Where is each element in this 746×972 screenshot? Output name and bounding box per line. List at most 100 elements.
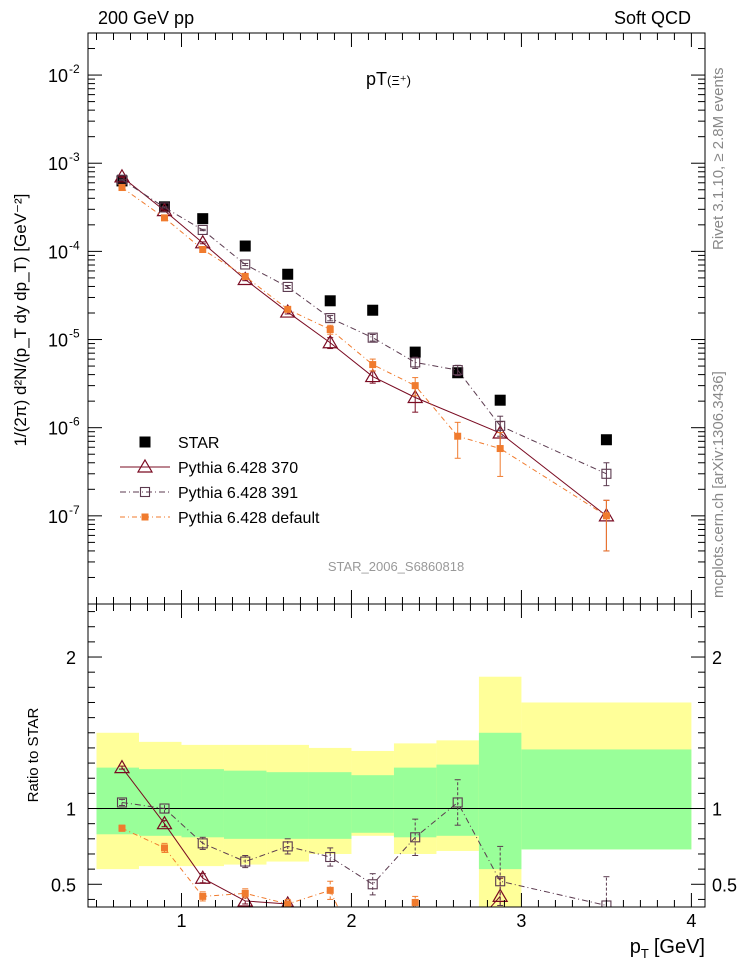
- point-pdef: [284, 305, 292, 313]
- ratio-point-p370: [492, 888, 509, 902]
- ratio-series-pdef: [118, 824, 419, 907]
- ratio-point-pdef: [118, 824, 126, 832]
- point-pdef: [326, 325, 334, 333]
- point-star: [324, 295, 336, 307]
- point-p391: [367, 332, 378, 343]
- point-p391: [325, 313, 336, 324]
- ratio-y-tick-label-right: 0.5: [712, 875, 737, 895]
- point-p391: [410, 357, 421, 368]
- ratio-series-p391: [116, 779, 612, 907]
- ratio-y-tick-label-left: 2: [66, 648, 76, 668]
- ratio-x-tick-label: 2: [346, 911, 356, 931]
- point-p370: [364, 368, 381, 383]
- ratio-point-p391: [367, 879, 378, 890]
- point-pdef: [454, 432, 462, 440]
- point-pdef: [241, 272, 249, 280]
- ratio-point-p391: [452, 797, 463, 808]
- point-star: [282, 268, 294, 280]
- y-tick-label: 10: [48, 507, 68, 527]
- y-tick-label: 10: [48, 154, 68, 174]
- rivet-label: Rivet 3.1.10, ≥ 2.8M events: [710, 68, 727, 251]
- ratio-y-tick-label-left: 0.5: [51, 875, 76, 895]
- point-p370: [113, 168, 131, 183]
- watermark: STAR_2006_S6860818: [328, 559, 464, 574]
- line-p391: [121, 179, 607, 475]
- point-p370: [322, 334, 339, 349]
- main-plot-title: pT(Ξ⁺): [366, 69, 411, 89]
- point-pdef: [118, 184, 126, 192]
- point-pdef: [496, 445, 504, 453]
- series-p391: [116, 174, 612, 487]
- y-tick-label-base: 10: [48, 242, 68, 262]
- mcplots-label: mcplots.cern.ch [arXiv:1306.3436]: [710, 371, 727, 598]
- point-p370: [407, 389, 424, 404]
- point-star: [239, 240, 251, 252]
- main-plot-title-particle: (Ξ⁺): [387, 73, 411, 88]
- y-tick-label-base: 10: [48, 66, 68, 86]
- legend-marker-star: [139, 436, 151, 448]
- point-p391: [282, 281, 293, 292]
- point-star: [494, 394, 506, 406]
- ratio-point-pdef: [241, 889, 249, 897]
- main-plot-data: [113, 168, 615, 552]
- band-green: [351, 775, 394, 833]
- ratio-point-p391: [325, 851, 336, 863]
- ratio-line-pdef: [121, 827, 418, 907]
- y-tick-label-exp: -2: [69, 62, 80, 76]
- main-plot-title-main: pT: [366, 69, 387, 89]
- ratio-point-pdef: [411, 898, 419, 906]
- ratio-point-p391: [495, 876, 506, 887]
- ratio-bands: [96, 676, 692, 907]
- main-plot-ylabel: 1/(2π) d²N/(p_T dy dp_T) [GeV⁻²]: [11, 194, 30, 447]
- ratio-y-tick-label-right: 1: [712, 800, 722, 820]
- line-p370: [121, 176, 607, 517]
- point-p391: [601, 468, 612, 479]
- point-p391: [240, 259, 251, 270]
- point-pdef: [411, 382, 419, 390]
- point-star: [197, 213, 209, 225]
- point-p391: [159, 202, 170, 213]
- header-left: 200 GeV pp: [98, 8, 194, 28]
- ratio-point-pdef: [199, 892, 207, 900]
- ratio-plot-frame: [87, 603, 706, 908]
- ratio-point-pdef: [326, 886, 334, 894]
- ratio-plot-xlabel: pT [GeV]: [630, 936, 705, 961]
- y-tick-label: 10: [48, 331, 68, 351]
- ratio-point-p370: [156, 815, 173, 830]
- y-tick-label: 10: [48, 242, 68, 262]
- y-tick-label-base: 10: [48, 331, 68, 351]
- ratio-plot-axes: 0.5 0.5 1 1 2 2 1 2 3 4: [51, 604, 737, 931]
- legend-label-pdef: Pythia 6.428 default: [178, 510, 320, 527]
- y-tick-label-exp: -3: [69, 150, 80, 164]
- legend-label-p370: Pythia 6.428 370: [178, 460, 298, 477]
- point-star: [116, 175, 128, 187]
- point-p391: [452, 365, 463, 376]
- band-green: [266, 772, 309, 839]
- ratio-y-tick-label-left: 1: [66, 800, 76, 820]
- ratio-point-p391: [282, 841, 293, 852]
- point-pdef: [199, 246, 207, 254]
- point-pdef: [160, 214, 168, 222]
- main-plot-axes: 10-710-610-510-410-310-2: [48, 32, 705, 605]
- ratio-point-pdef: [160, 844, 168, 852]
- ratio-point-p370: [237, 892, 254, 907]
- ratio-point-pdef: [284, 900, 292, 907]
- xlabel-sub: T: [641, 946, 649, 961]
- series-star: [116, 175, 612, 446]
- band-green: [521, 749, 692, 850]
- ratio-plot: 0.5 0.5 1 1 2 2 1 2 3 4 Ratio to STAR pT [GeV]: [25, 603, 737, 961]
- ratio-point-p391: [240, 856, 251, 867]
- ratio-point-p370: [194, 870, 211, 884]
- band-green: [181, 769, 224, 838]
- ratio-x-tick-label: 3: [516, 911, 526, 931]
- xlabel-unit: [GeV]: [654, 936, 705, 958]
- series-pdef: [118, 184, 610, 552]
- ratio-x-tick-label: 1: [176, 911, 186, 931]
- band-green: [393, 767, 437, 838]
- y-tick-label-base: 10: [48, 507, 68, 527]
- point-p391: [495, 420, 506, 431]
- ratio-y-tick-label-right: 2: [712, 648, 722, 668]
- legend-marker-pdef: [141, 513, 149, 521]
- legend-label-star: STAR: [178, 435, 219, 452]
